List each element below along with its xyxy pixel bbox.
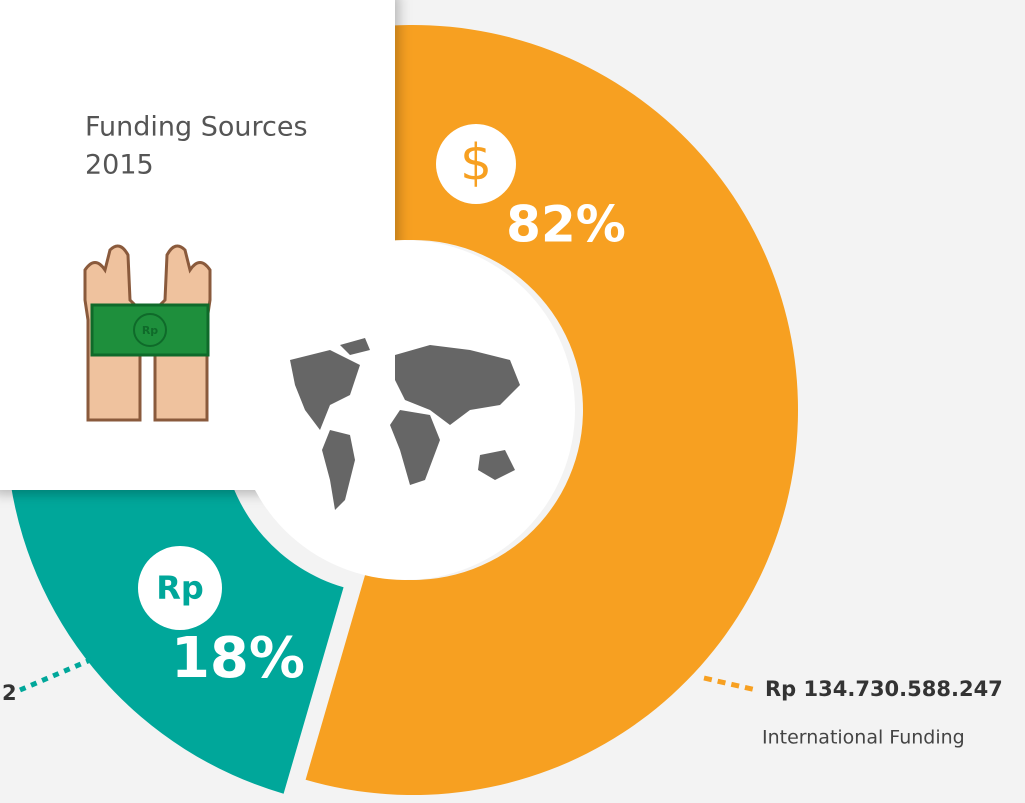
segment-icon: $: [460, 134, 492, 192]
annotation-label: International Funding: [762, 727, 965, 749]
leader-line: [703, 675, 757, 693]
annotation-amount: 2: [2, 681, 17, 705]
bill-circle: [133, 313, 167, 347]
icon-circle: [138, 546, 222, 630]
donut-hole: [235, 240, 575, 580]
leader-line: [19, 652, 103, 693]
world-map: [290, 338, 520, 510]
value-label: 82%: [506, 196, 626, 254]
hands-icon: [83, 244, 212, 422]
chart-title: Funding Sources: [85, 112, 308, 143]
chart-subtitle: 2015: [85, 150, 154, 181]
value-label: 18%: [171, 626, 305, 691]
annotation-amount: Rp 134.730.588.247: [765, 677, 1003, 701]
icon-circle: [436, 124, 516, 204]
segment-icon: Rp: [156, 569, 204, 607]
bill-label: Rp: [142, 324, 158, 337]
